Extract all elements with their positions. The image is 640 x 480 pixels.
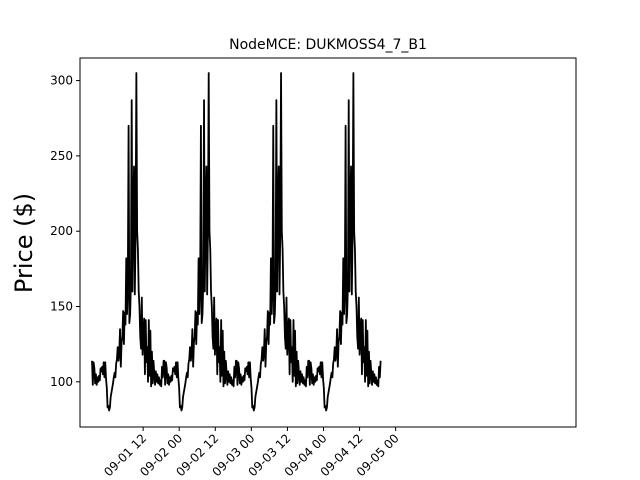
y-axis-label: Price ($) (10, 193, 38, 293)
chart-title: NodeMCE: DUKMOSS4_7_B1 (229, 37, 427, 53)
y-tick-label: 100 (50, 375, 73, 389)
y-tick-label: 150 (50, 300, 73, 314)
plot-frame (79, 57, 577, 428)
y-axis-ticks: 100 150 200 250 300 (50, 74, 80, 389)
price-series-line-0 (91, 72, 382, 412)
y-tick-label: 200 (50, 224, 73, 238)
plot-area (91, 72, 382, 412)
y-tick-label: 300 (50, 74, 73, 88)
y-tick-label: 250 (50, 149, 73, 163)
